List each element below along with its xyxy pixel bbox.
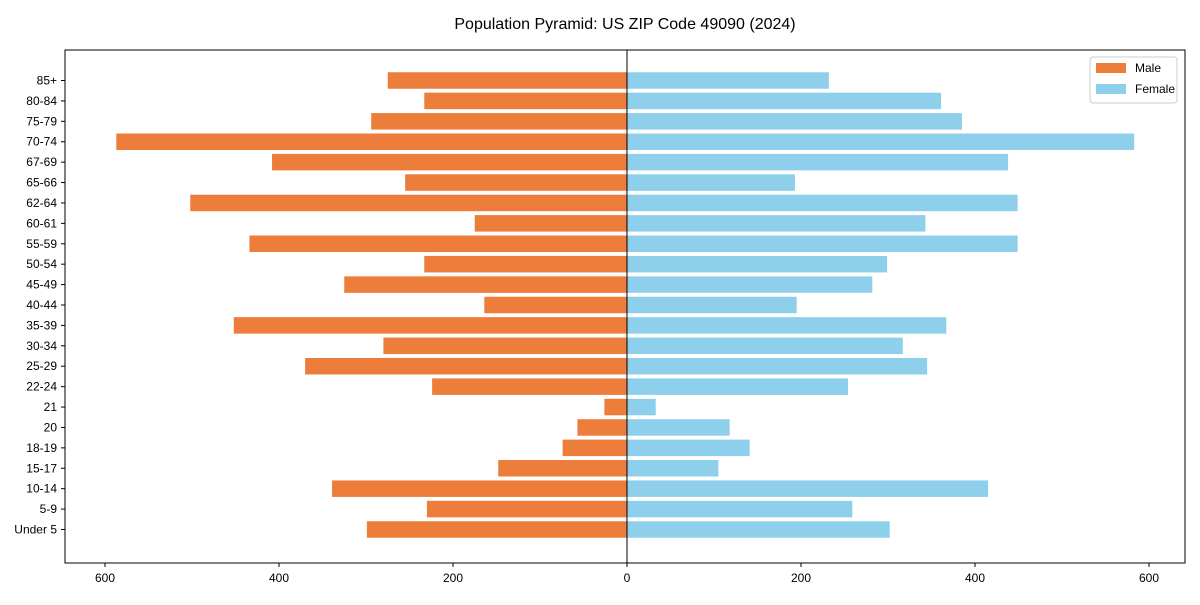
bar-male-70-74 — [116, 133, 627, 150]
bar-female-85- — [627, 72, 829, 89]
legend-swatch-female — [1096, 84, 1126, 94]
chart-title: Population Pyramid: US ZIP Code 49090 (2… — [454, 16, 795, 33]
bar-male-80-84 — [424, 92, 627, 110]
bar-female-45-49 — [627, 276, 873, 293]
y-tick-label: 55-59 — [26, 237, 57, 251]
bar-female-15-17 — [627, 460, 719, 477]
bar-male-21 — [604, 398, 627, 416]
bar-female-35-39 — [627, 317, 947, 334]
bar-female-62-64 — [627, 194, 1018, 212]
bar-female-67-69 — [627, 153, 1009, 171]
x-tick-label: 400 — [965, 571, 985, 585]
y-tick-label: 25-29 — [26, 359, 57, 373]
bar-female-75-79 — [627, 113, 962, 130]
bar-male-65-66 — [405, 174, 627, 191]
y-tick-label: 15-17 — [26, 461, 57, 475]
bar-female-20 — [627, 419, 730, 436]
bar-male-85- — [387, 72, 627, 89]
bar-male-20 — [577, 419, 627, 436]
y-axis: Under 5 5-9 10-14 15-17 18-19 20 21 22-24 25-29 3… — [14, 74, 65, 537]
y-tick-label: 40-44 — [26, 298, 57, 312]
x-tick-label: 600 — [1139, 571, 1159, 585]
y-tick-label: 65-66 — [26, 176, 57, 190]
y-tick-label: 85+ — [37, 74, 57, 88]
x-tick-label: 600 — [95, 571, 115, 585]
bar-female-50-54 — [627, 255, 888, 273]
y-tick-label: 20 — [44, 420, 58, 434]
y-tick-label: 75-79 — [26, 114, 57, 128]
bar-male-under-5 — [366, 521, 627, 538]
legend-swatch-male — [1096, 63, 1126, 73]
bar-female-18-19 — [627, 439, 750, 457]
y-tick-label: 45-49 — [26, 278, 57, 292]
bar-female-5-9 — [627, 500, 853, 518]
bar-male-62-64 — [190, 194, 627, 212]
y-tick-label: Under 5 — [14, 523, 57, 537]
plot-frame — [64, 49, 1186, 564]
bar-female-65-66 — [627, 174, 795, 191]
legend-label-male: Male — [1135, 61, 1161, 75]
bar-male-60-61 — [474, 215, 627, 232]
bar-male-18-19 — [562, 439, 627, 457]
bar-male-55-59 — [249, 235, 628, 253]
bars-layer — [116, 50, 1135, 563]
y-tick-label: 70-74 — [26, 135, 57, 149]
y-tick-label: 67-69 — [26, 155, 57, 169]
y-tick-label: 5-9 — [40, 502, 58, 516]
x-tick-label: 400 — [269, 571, 289, 585]
bar-female-under-5 — [627, 521, 890, 538]
bar-male-45-49 — [344, 276, 627, 293]
bar-male-15-17 — [498, 460, 627, 477]
y-tick-label: 62-64 — [26, 196, 57, 210]
bar-male-35-39 — [233, 317, 627, 334]
bar-female-60-61 — [627, 215, 926, 232]
y-tick-label: 35-39 — [26, 318, 57, 332]
bar-male-5-9 — [426, 500, 627, 518]
legend: Male Female — [1089, 56, 1178, 104]
bar-female-55-59 — [627, 235, 1018, 253]
bar-male-25-29 — [305, 357, 627, 375]
bar-male-30-34 — [383, 337, 627, 355]
bar-female-25-29 — [627, 357, 928, 375]
y-tick-label: 60-61 — [26, 216, 57, 230]
bar-female-22-24 — [627, 378, 848, 395]
x-tick-label: 0 — [624, 571, 631, 585]
y-tick-label: 18-19 — [26, 441, 57, 455]
bar-female-80-84 — [627, 92, 942, 110]
legend-label-female: Female — [1135, 82, 1175, 96]
bar-male-67-69 — [272, 153, 627, 171]
y-tick-label: 80-84 — [26, 94, 57, 108]
y-tick-label: 30-34 — [26, 339, 57, 353]
bar-female-21 — [627, 398, 656, 416]
y-tick-label: 10-14 — [26, 482, 57, 496]
bar-female-40-44 — [627, 296, 797, 314]
x-tick-label: 200 — [791, 571, 811, 585]
y-tick-label: 21 — [44, 400, 58, 414]
bar-female-70-74 — [627, 133, 1135, 150]
bar-male-40-44 — [484, 296, 627, 314]
bar-female-10-14 — [627, 480, 989, 497]
bar-male-75-79 — [371, 113, 627, 130]
bar-male-22-24 — [432, 378, 627, 395]
x-tick-label: 200 — [443, 571, 463, 585]
bar-male-10-14 — [332, 480, 627, 497]
y-tick-label: 22-24 — [26, 380, 57, 394]
bar-male-50-54 — [424, 255, 627, 273]
x-axis: 600 400 200 0 200 400 600 — [95, 563, 1159, 585]
bar-female-30-34 — [627, 337, 903, 355]
y-tick-label: 50-54 — [26, 257, 57, 271]
